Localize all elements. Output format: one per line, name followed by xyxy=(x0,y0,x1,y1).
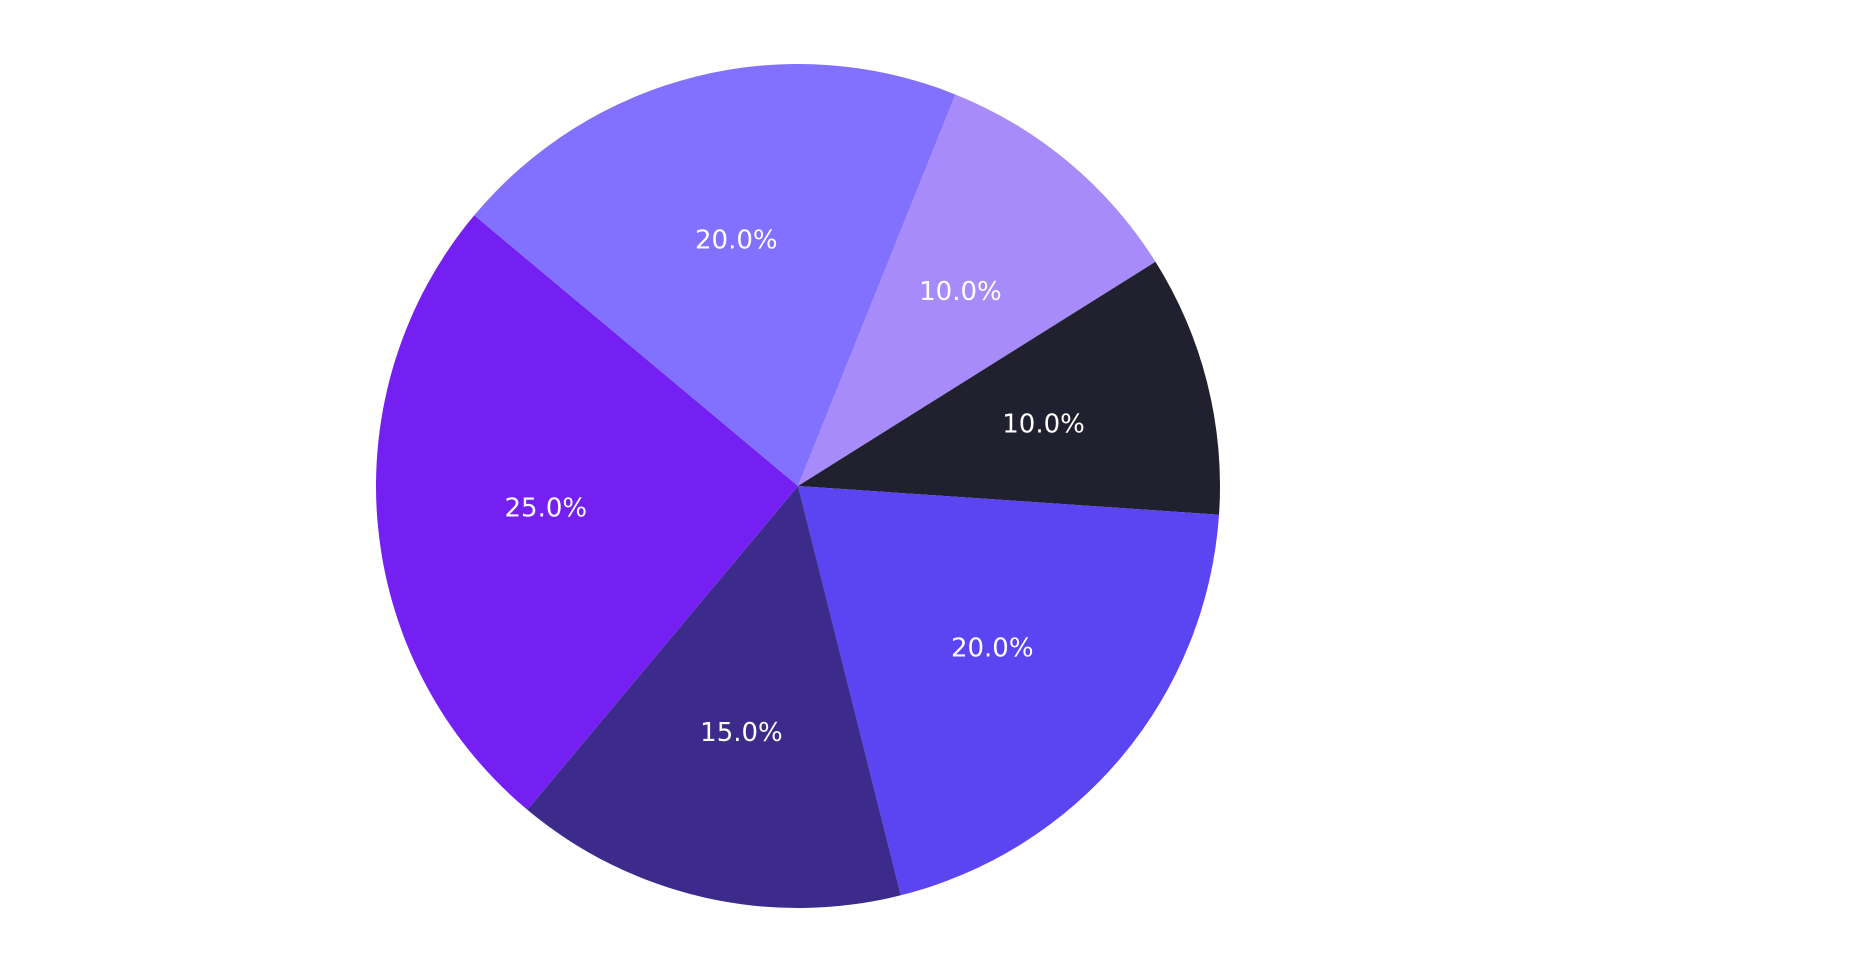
pie-slice xyxy=(798,486,1220,896)
pie-slice xyxy=(375,215,798,810)
pie-slice xyxy=(474,63,956,486)
pie-slice xyxy=(798,261,1220,515)
slice-percent-label: 25.0% xyxy=(504,494,587,524)
slice-percent-label: 20.0% xyxy=(695,225,778,255)
slice-percent-label: 10.0% xyxy=(1002,409,1085,439)
pie-slice xyxy=(527,486,901,909)
pie-slice xyxy=(798,94,1156,487)
pie-slices xyxy=(375,63,1220,909)
slice-percent-label: 15.0% xyxy=(700,718,783,748)
slice-percent-label: 10.0% xyxy=(919,277,1002,307)
pie-labels: 10.0% 10.0% 20.0% 15.0% 25.0% 20.0% xyxy=(504,225,1084,747)
slice-percent-label: 20.0% xyxy=(951,633,1034,663)
